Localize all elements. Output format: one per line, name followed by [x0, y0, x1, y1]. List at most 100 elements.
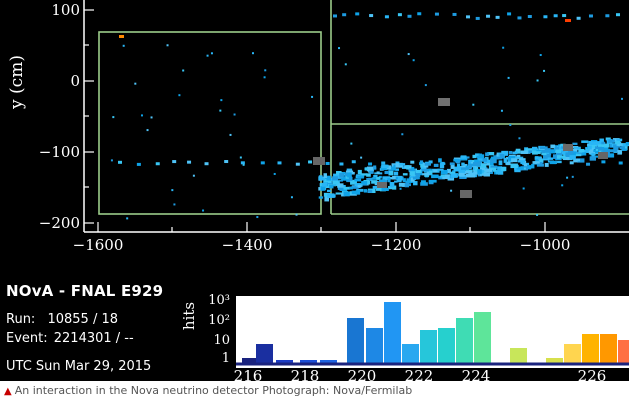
detector-hit: [595, 148, 598, 151]
detector-hit: [351, 160, 356, 164]
detector-hit: [338, 47, 341, 50]
detector-hit: [338, 179, 343, 182]
detector-hit: [544, 148, 551, 153]
detector-hit: [323, 178, 332, 184]
detector-hit: [526, 165, 532, 170]
event-display: 100 0 −100 −200 y (cm) −1600 −1400 −1200…: [0, 0, 629, 381]
detector-hit: [543, 15, 548, 19]
detector-hit: [422, 173, 430, 176]
detector-hit: [311, 95, 314, 98]
detector-hit: [406, 165, 410, 170]
detector-hit: [323, 173, 327, 179]
detector-hit: [431, 174, 439, 179]
detector-hit: [483, 159, 491, 164]
detector-hit: [333, 14, 337, 18]
detector-hit: [251, 52, 254, 55]
detector-hit: [515, 148, 521, 154]
experiment-title: NOvA - FNAL E929: [6, 282, 164, 300]
detector-hit: [476, 154, 485, 159]
detector-hit: [343, 186, 351, 190]
detector-hit: [587, 145, 592, 150]
detector-hit: [552, 154, 557, 159]
hist-bar: [510, 348, 527, 364]
detector-hit: [295, 162, 300, 166]
detector-hit: [402, 173, 408, 176]
detector-hit: [219, 109, 222, 112]
detector-hit: [112, 116, 115, 119]
detector-hit: [460, 169, 466, 175]
detector-hit: [534, 156, 541, 160]
detector-hit: [621, 148, 627, 151]
detector-hit: [582, 152, 587, 156]
hits-histogram: hits 10³ 10² 10 1 216 218 220 222 224 22…: [180, 293, 629, 381]
event-timestamp: UTC Sun Mar 29, 2015: [6, 359, 152, 374]
detector-hit: [341, 171, 346, 175]
detector-hit: [320, 186, 326, 191]
hist-bar: [242, 358, 259, 364]
detector-hit: [562, 14, 567, 18]
detector-hit: [414, 172, 420, 176]
detector-hit: [350, 142, 353, 145]
detector-hit: [474, 166, 479, 172]
detector-hit: [595, 146, 603, 150]
hist-y-axis-label: hits: [180, 302, 198, 330]
event-value: 2214301 / --: [53, 331, 134, 346]
detector-hit: [547, 149, 556, 154]
detector-hit: [327, 194, 335, 198]
detector-hit: [449, 171, 456, 174]
detector-hit: [449, 162, 455, 166]
hist-bar: [456, 318, 473, 364]
detector-hit: [490, 158, 497, 164]
detector-hit: [525, 148, 533, 153]
detector-hit: [256, 216, 259, 219]
detector-hit: [585, 149, 590, 153]
detector-hit: [381, 161, 386, 165]
detector-hit: [419, 162, 425, 166]
detector-hit: [373, 175, 378, 179]
detector-hit: [410, 160, 415, 164]
hist-x-tick-label: 220: [348, 367, 377, 381]
detector-hit: [495, 154, 503, 160]
detector-hit: [343, 191, 350, 197]
detector-hit: [398, 182, 406, 187]
detector-hit: [406, 178, 414, 183]
detector-hit: [373, 165, 377, 170]
detector-hit: [452, 12, 457, 16]
detector-hit: [536, 79, 539, 82]
detector-hit: [477, 169, 482, 175]
detector-hit: [355, 190, 361, 195]
hist-bars: [236, 302, 629, 366]
detector-hit: [509, 124, 512, 127]
detector-hit: [345, 170, 354, 173]
detector-hit: [440, 169, 448, 175]
detector-hit: [349, 186, 353, 190]
detector-hit: [220, 99, 223, 102]
detector-hit: [324, 196, 330, 202]
detector-hit: [344, 63, 347, 66]
detector-hit: [397, 175, 403, 181]
detector-hit: [605, 14, 610, 18]
detector-hit: [447, 176, 455, 181]
detector-hit: [511, 158, 518, 163]
hist-x-tick-label: 218: [291, 367, 320, 381]
detector-hit: [577, 158, 585, 163]
detector-hit: [569, 155, 576, 160]
detector-hit: [591, 152, 595, 157]
hist-x-tick-label: 222: [405, 367, 434, 381]
detector-hit: [613, 147, 619, 152]
detector-hit: [421, 180, 426, 185]
detector-hit: [407, 14, 412, 18]
detector-hit: [391, 163, 400, 168]
detector-hit: [355, 12, 360, 16]
detector-hit: [604, 143, 610, 148]
detector-hit: [466, 15, 471, 19]
detector-hit: [395, 162, 403, 168]
detector-hit: [561, 155, 566, 159]
detector-hit: [393, 171, 399, 176]
detector-hit: [516, 166, 525, 170]
detector-hit: [388, 170, 394, 176]
detector-hit: [461, 167, 469, 170]
detector-hit: [384, 15, 389, 19]
detector-hit: [474, 159, 479, 164]
red-hit: [565, 19, 571, 22]
